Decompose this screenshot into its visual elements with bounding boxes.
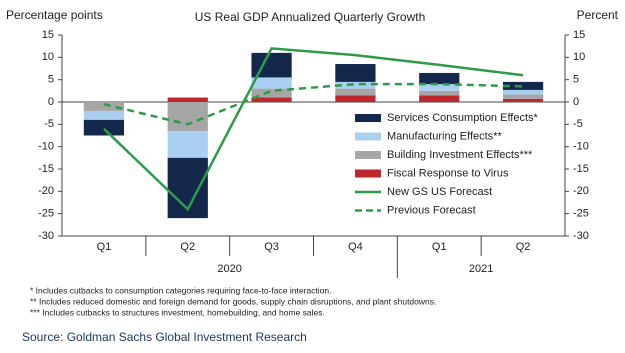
bar-segment (167, 97, 208, 102)
bar-segment (335, 95, 376, 102)
bar-segment (419, 95, 460, 102)
y2-tick-label: 5 (573, 74, 579, 86)
bar-segment (502, 89, 544, 95)
y2-tick-label: 15 (573, 29, 585, 41)
y-tick-label: -25 (38, 208, 54, 220)
legend-label: Building Investment Effects*** (387, 149, 533, 161)
bar-segment (502, 81, 544, 90)
line-series (103, 47, 524, 212)
chart-title: US Real GDP Annualized Quarterly Growth (195, 10, 426, 24)
legend-label: Services Consumption Effects* (387, 112, 539, 124)
legend-swatch (355, 114, 381, 122)
y-axis-label: Percentage points (6, 8, 103, 22)
legend-label: Fiscal Response to Virus (387, 167, 509, 179)
y2-tick-label: -5 (573, 118, 583, 130)
bar-segment (167, 131, 208, 158)
bar-segment (251, 88, 292, 98)
y2-tick-label: -20 (573, 185, 589, 197)
y-tick-label: -5 (44, 118, 54, 130)
y2-tick-label: 0 (573, 96, 579, 108)
y2-tick-label: 10 (573, 51, 585, 63)
bar-segment (167, 102, 208, 132)
x-tick-label: Q1 (97, 241, 112, 253)
y-tick-label: -10 (38, 141, 54, 153)
y2-tick-label: -15 (573, 163, 589, 175)
source: Source: Goldman Sachs Global Investment … (22, 330, 307, 344)
bar-segment (502, 94, 544, 99)
bar-segment (335, 88, 376, 96)
footnote: *** Includes cutbacks to structures inve… (30, 307, 325, 317)
legend-label: Manufacturing Effects** (387, 130, 502, 142)
y-tick-label: -30 (38, 230, 54, 242)
x-group-label: 2020 (217, 263, 241, 275)
y2-axis-label: Percent (577, 8, 619, 22)
y-tick-label: 0 (48, 96, 54, 108)
y2-tick-label: -30 (573, 230, 589, 242)
bar-segment (335, 64, 376, 82)
x-tick-label: Q1 (432, 241, 447, 253)
bar-segment (419, 72, 460, 85)
y2-tick-label: -10 (573, 141, 589, 153)
bar-segment (83, 102, 125, 111)
bar-segment (83, 119, 125, 136)
legend-swatch (355, 132, 381, 141)
x-tick-label: Q4 (348, 241, 363, 253)
bar-segment (83, 110, 125, 120)
y-tick-label: 5 (48, 74, 54, 86)
x-tick-label: Q2 (516, 241, 531, 253)
line-series (103, 82, 524, 126)
y-tick-label: 10 (42, 51, 54, 63)
bar-segment (335, 81, 376, 89)
legend-swatch (355, 169, 381, 178)
footnote: ** Includes reduced domestic and foreign… (30, 296, 436, 306)
bar-segment (419, 90, 460, 96)
bar-segment (251, 77, 292, 89)
legend-label: New GS US Forecast (387, 186, 492, 198)
bar-segment (251, 97, 292, 102)
y2-tick-label: -25 (573, 208, 589, 220)
footnote: * Includes cutbacks to consumption categ… (30, 285, 331, 295)
legend-swatch (355, 151, 381, 159)
bar-segment (419, 84, 460, 91)
y-tick-label: -20 (38, 185, 54, 197)
bar-segment (502, 98, 544, 102)
x-group-label: 2021 (469, 263, 493, 275)
x-tick-label: Q2 (180, 241, 195, 253)
x-tick-label: Q3 (264, 241, 279, 253)
y-tick-label: -15 (38, 163, 54, 175)
legend-label: Previous Forecast (387, 204, 476, 216)
y-tick-label: 15 (42, 29, 54, 41)
